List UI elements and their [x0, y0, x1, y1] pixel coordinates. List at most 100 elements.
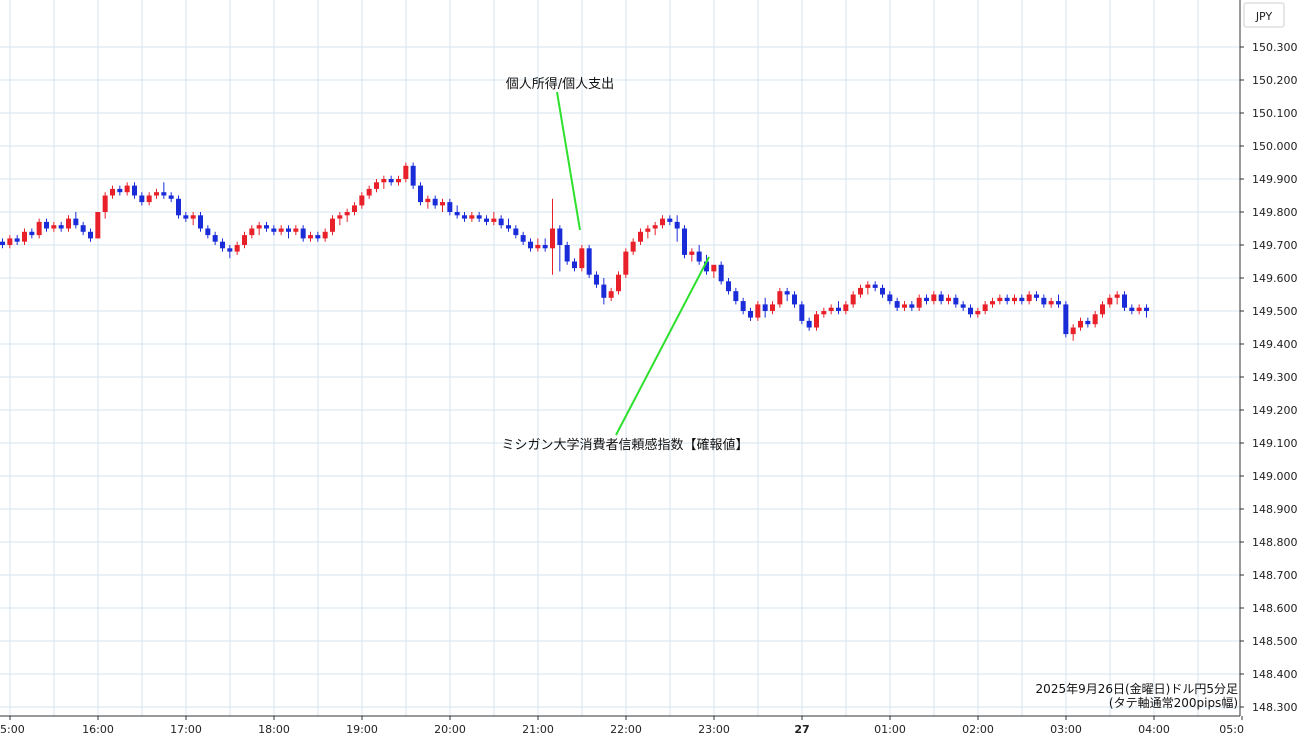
- candle: [124, 182, 130, 196]
- candle-body: [161, 192, 167, 196]
- candle-body: [535, 245, 541, 249]
- candle-body: [205, 228, 211, 236]
- candle-body: [960, 304, 966, 308]
- candle: [711, 264, 717, 278]
- candle: [249, 225, 255, 239]
- y-tick-label: 149.500: [1252, 305, 1298, 318]
- y-tick-label: 149.200: [1252, 404, 1298, 417]
- candle-body: [572, 261, 577, 269]
- x-tick-label: 02:00: [962, 723, 994, 736]
- y-tick-label: 149.600: [1252, 272, 1298, 285]
- candle: [667, 215, 673, 226]
- candle: [880, 284, 885, 298]
- candle: [1078, 317, 1083, 331]
- candle: [7, 235, 13, 249]
- y-tick-label: 149.000: [1252, 470, 1298, 483]
- candle: [51, 221, 57, 232]
- candle: [66, 215, 71, 232]
- candle: [88, 228, 93, 242]
- candle-body: [968, 307, 973, 315]
- candle-body: [242, 235, 247, 245]
- candle: [300, 225, 306, 242]
- candle: [968, 304, 973, 318]
- candle-body: [447, 202, 453, 212]
- y-tick-label: 149.900: [1252, 173, 1298, 186]
- candle: [982, 301, 988, 315]
- candle: [850, 291, 856, 308]
- candle: [190, 212, 196, 226]
- candle-body: [953, 297, 959, 305]
- y-tick-label: 148.600: [1252, 602, 1298, 615]
- candle-body: [22, 231, 27, 242]
- candle-body: [146, 195, 152, 203]
- candle-body: [806, 320, 812, 328]
- candle-body: [220, 241, 225, 249]
- candle: [718, 261, 724, 285]
- candle-body: [916, 297, 922, 308]
- candle: [572, 258, 577, 272]
- candle: [44, 218, 49, 232]
- candle: [997, 294, 1003, 305]
- candle-body: [66, 218, 71, 229]
- candle-body: [286, 228, 291, 232]
- candle-body: [271, 228, 277, 232]
- candle: [748, 307, 753, 321]
- candle-body: [1092, 314, 1098, 325]
- candle-body: [7, 238, 13, 245]
- candle: [916, 294, 922, 311]
- candle-body: [410, 165, 416, 186]
- candle-body: [154, 192, 159, 196]
- candle-body: [660, 218, 665, 226]
- candle: [799, 301, 805, 325]
- candle-body: [902, 304, 907, 308]
- candle: [645, 225, 651, 239]
- candle: [1012, 294, 1017, 305]
- candle: [1019, 294, 1025, 305]
- candle-body: [528, 241, 533, 249]
- candle-body: [520, 235, 526, 242]
- candle: [73, 212, 79, 229]
- candle: [176, 195, 181, 219]
- candle: [542, 238, 548, 252]
- candle: [652, 221, 658, 236]
- x-tick-label: 27: [794, 723, 809, 736]
- candle: [212, 231, 218, 245]
- candle-body: [938, 294, 944, 302]
- candle-body: [836, 307, 841, 311]
- candle-body: [249, 228, 255, 236]
- candle: [946, 294, 951, 305]
- candle-body: [388, 179, 394, 183]
- candle: [168, 192, 174, 203]
- candle-body: [330, 218, 335, 232]
- candle-body: [425, 198, 431, 203]
- candle: [278, 225, 284, 236]
- candle-body: [777, 291, 783, 305]
- candle-body: [1041, 297, 1047, 305]
- candle-body: [14, 238, 20, 242]
- candle: [498, 215, 504, 229]
- candle-body: [601, 284, 607, 298]
- candle-body: [718, 264, 724, 282]
- candle: [396, 175, 401, 186]
- candle: [374, 179, 379, 193]
- candle: [469, 212, 475, 222]
- candle: [359, 192, 365, 209]
- candle: [770, 301, 775, 315]
- candle-body: [36, 221, 42, 236]
- candle: [154, 188, 159, 199]
- candle-body: [124, 185, 130, 193]
- candle: [909, 301, 915, 311]
- candle-body: [726, 281, 731, 292]
- candle: [14, 235, 20, 245]
- candle: [755, 301, 761, 321]
- candle: [264, 221, 269, 232]
- candle: [1114, 291, 1120, 305]
- candle: [828, 304, 834, 315]
- candle-body: [740, 301, 746, 311]
- candle: [1041, 294, 1047, 308]
- currency-label: JPY: [1255, 10, 1273, 23]
- candle-body: [432, 198, 438, 206]
- candle: [1122, 291, 1127, 311]
- candle-body: [1004, 297, 1010, 302]
